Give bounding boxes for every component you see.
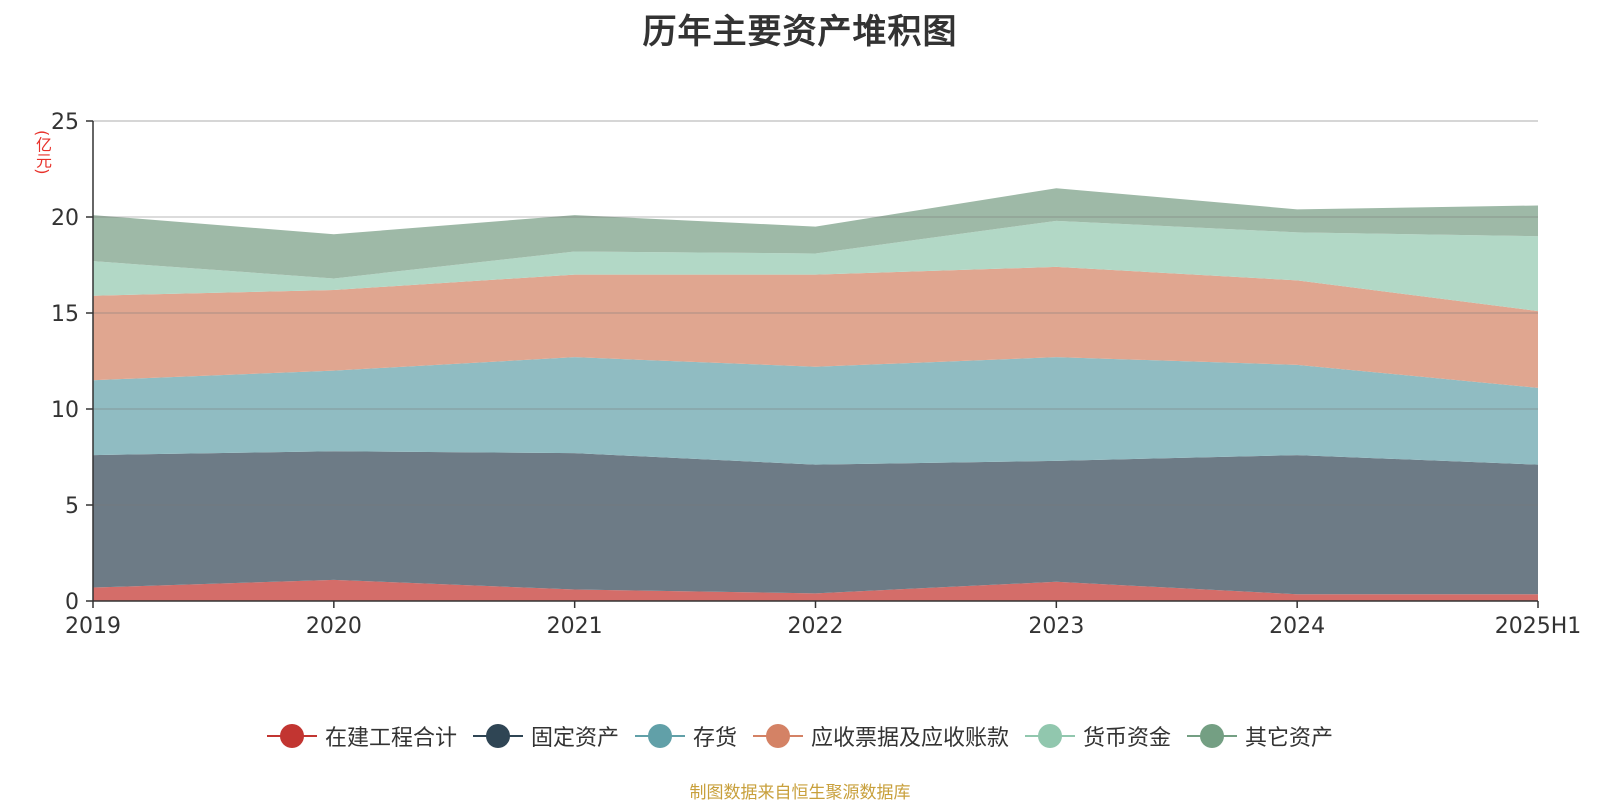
legend-item-1[interactable]: 在建工程合计 [266, 720, 457, 752]
y-tick-label: 15 [51, 302, 79, 327]
legend-item-2[interactable]: 固定资产 [472, 720, 619, 752]
x-tick-label: 2022 [788, 614, 844, 639]
y-tick-label: 0 [65, 590, 79, 615]
area-series-6 [93, 188, 1538, 279]
chart-title: 历年主要资产堆积图 [642, 12, 958, 52]
legend-item-5[interactable]: 货币资金 [1025, 720, 1171, 752]
x-tick-label: 2023 [1028, 614, 1084, 639]
x-tick-label: 2024 [1269, 614, 1325, 639]
y-tick-label: 25 [51, 110, 79, 135]
axes: 0 5 10 15 20 25 2019 2020 2021 2022 2023 2024 2025H1 [51, 110, 1581, 639]
area-series-4 [93, 266, 1538, 388]
x-tick-label: 2019 [65, 614, 121, 639]
source-note: 制图数据来自恒生聚源数据库 [689, 783, 911, 800]
legend-label: 存货 [692, 726, 737, 751]
legend-label: 其它资产 [1245, 726, 1334, 751]
y-tick-label: 5 [65, 494, 79, 519]
area-series-2 [93, 451, 1538, 595]
legend-marker-icon [472, 723, 523, 749]
y-tick-label: 10 [51, 398, 79, 423]
legend-marker-icon [753, 723, 803, 749]
y-axis-unit-label: (亿元) [33, 129, 52, 175]
legend-label: 固定资产 [530, 726, 619, 751]
legend-marker-icon [634, 723, 685, 749]
area-series-1 [93, 579, 1538, 601]
x-tick-label: 2025H1 [1495, 614, 1582, 639]
legend-label: 货币资金 [1083, 726, 1172, 751]
legend-marker-icon [1025, 723, 1076, 749]
legend-label: 应收票据及应收账款 [811, 726, 1010, 751]
x-tick-label: 2020 [306, 614, 362, 639]
legend-item-4[interactable]: 应收票据及应收账款 [753, 720, 1009, 752]
legend-label: 在建工程合计 [324, 726, 457, 751]
legend-item-3[interactable]: 存货 [634, 720, 737, 752]
legend-marker-icon [266, 723, 317, 749]
area-series-3 [93, 357, 1538, 465]
legend-marker-icon [1187, 723, 1238, 749]
legend-item-6[interactable]: 其它资产 [1187, 720, 1333, 752]
area-series [93, 188, 1538, 601]
area-series-5 [93, 220, 1538, 312]
y-tick-label: 20 [51, 206, 79, 231]
chart-legend: 在建工程合计 固定资产 存货 应收票据及应收账款 货币资金 其它资产 [0, 720, 1600, 752]
x-tick-label: 2021 [547, 614, 603, 639]
